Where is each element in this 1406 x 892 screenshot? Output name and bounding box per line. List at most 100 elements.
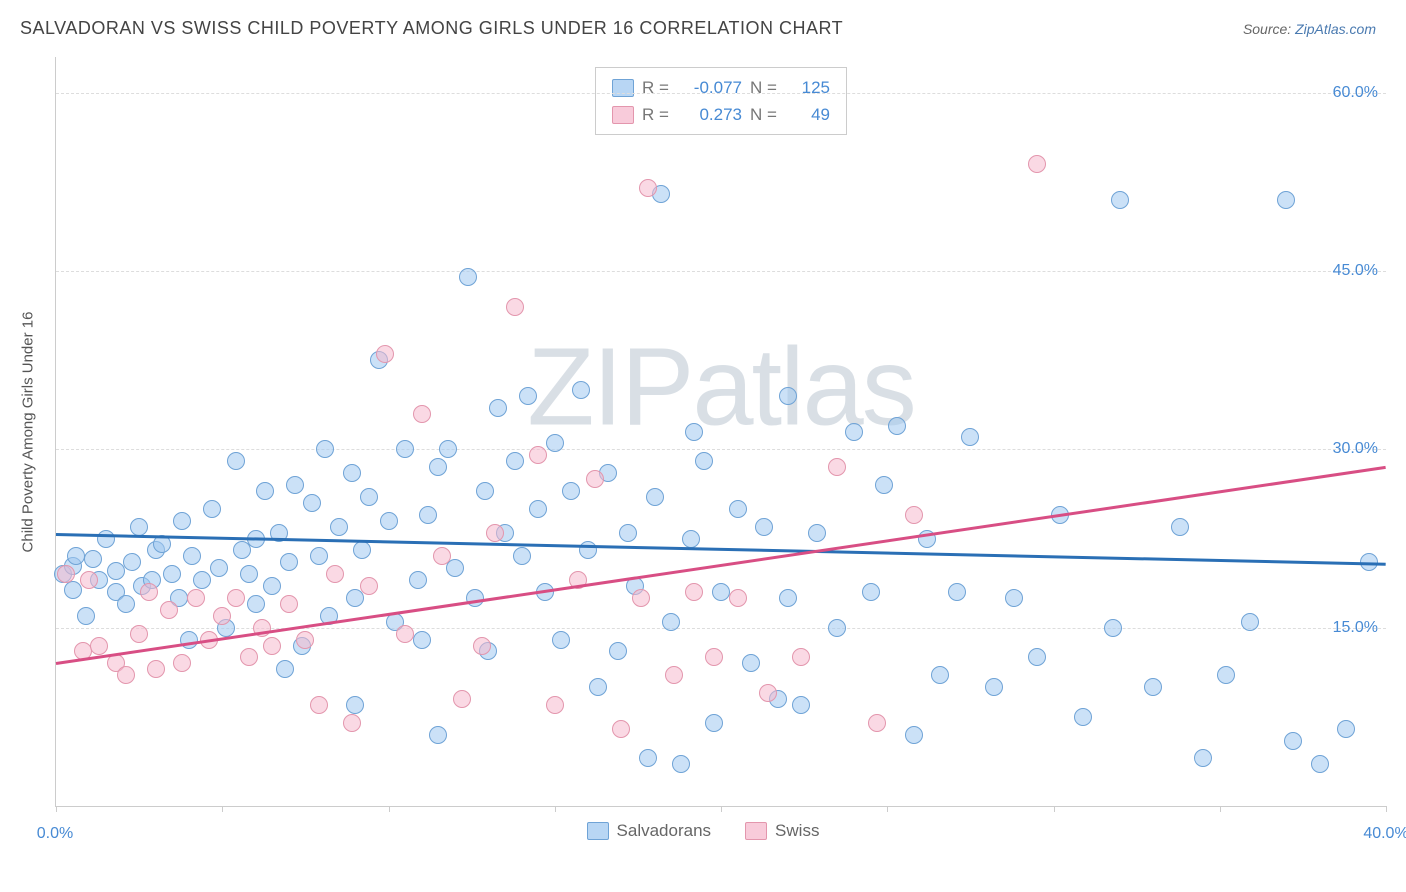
- scatter-point: [466, 589, 484, 607]
- y-tick-label: 15.0%: [1333, 619, 1378, 637]
- trend-line: [56, 466, 1386, 665]
- scatter-point: [632, 589, 650, 607]
- scatter-point: [1074, 708, 1092, 726]
- scatter-point: [247, 595, 265, 613]
- x-tick-mark: [721, 806, 722, 812]
- scatter-point: [64, 581, 82, 599]
- stat-r-label: R =: [642, 101, 672, 128]
- scatter-point: [57, 565, 75, 583]
- scatter-point: [729, 589, 747, 607]
- scatter-point: [193, 571, 211, 589]
- scatter-point: [639, 179, 657, 197]
- scatter-point: [519, 387, 537, 405]
- scatter-point: [1005, 589, 1023, 607]
- scatter-point: [263, 637, 281, 655]
- y-tick-label: 30.0%: [1333, 440, 1378, 458]
- scatter-point: [529, 446, 547, 464]
- scatter-point: [985, 678, 1003, 696]
- scatter-point: [905, 726, 923, 744]
- stats-row: R = -0.077 N = 125: [612, 74, 830, 101]
- x-tick-mark: [389, 806, 390, 812]
- scatter-point: [685, 583, 703, 601]
- scatter-point: [396, 440, 414, 458]
- scatter-point: [612, 720, 630, 738]
- scatter-point: [792, 696, 810, 714]
- scatter-point: [90, 637, 108, 655]
- scatter-point: [473, 637, 491, 655]
- scatter-point: [961, 428, 979, 446]
- scatter-point: [227, 589, 245, 607]
- scatter-point: [609, 642, 627, 660]
- scatter-point: [888, 417, 906, 435]
- source-link[interactable]: ZipAtlas.com: [1295, 21, 1376, 37]
- scatter-point: [589, 678, 607, 696]
- x-tick-mark: [887, 806, 888, 812]
- scatter-point: [280, 595, 298, 613]
- scatter-point: [868, 714, 886, 732]
- scatter-point: [779, 589, 797, 607]
- x-tick-mark: [1386, 806, 1387, 812]
- scatter-point: [360, 577, 378, 595]
- scatter-point: [662, 613, 680, 631]
- legend-item-salvadorans: Salvadorans: [587, 821, 712, 841]
- scatter-point: [296, 631, 314, 649]
- scatter-point: [682, 530, 700, 548]
- stat-n-value-swiss: 49: [788, 101, 830, 128]
- x-tick-mark: [56, 806, 57, 812]
- x-tick-mark: [1054, 806, 1055, 812]
- scatter-point: [326, 565, 344, 583]
- scatter-point: [1171, 518, 1189, 536]
- scatter-point: [875, 476, 893, 494]
- correlation-stats-box: R = -0.077 N = 125 R = 0.273 N = 49: [595, 67, 847, 135]
- scatter-point: [353, 541, 371, 559]
- scatter-point: [429, 458, 447, 476]
- scatter-point: [107, 562, 125, 580]
- legend-label-swiss: Swiss: [775, 821, 819, 841]
- scatter-point: [1144, 678, 1162, 696]
- y-axis-label: Child Poverty Among Girls Under 16: [20, 312, 37, 553]
- scatter-point: [779, 387, 797, 405]
- scatter-point: [213, 607, 231, 625]
- legend-swatch-swiss: [745, 822, 767, 840]
- source-attribution: Source: ZipAtlas.com: [1243, 21, 1376, 37]
- x-tick-mark: [222, 806, 223, 812]
- scatter-point: [80, 571, 98, 589]
- scatter-point: [672, 755, 690, 773]
- scatter-point: [905, 506, 923, 524]
- scatter-point: [862, 583, 880, 601]
- scatter-point: [429, 726, 447, 744]
- scatter-point: [513, 547, 531, 565]
- scatter-point: [203, 500, 221, 518]
- scatter-point: [346, 696, 364, 714]
- scatter-point: [729, 500, 747, 518]
- scatter-point: [330, 518, 348, 536]
- scatter-point: [695, 452, 713, 470]
- scatter-point: [140, 583, 158, 601]
- scatter-point: [240, 648, 258, 666]
- y-tick-label: 60.0%: [1333, 84, 1378, 102]
- scatter-point: [117, 666, 135, 684]
- x-tick-mark: [555, 806, 556, 812]
- scatter-point: [396, 625, 414, 643]
- scatter-point: [828, 619, 846, 637]
- stat-swatch-salvadorans: [612, 79, 634, 97]
- scatter-point: [419, 506, 437, 524]
- scatter-point: [210, 559, 228, 577]
- stat-r-label: R =: [642, 74, 672, 101]
- stat-n-label: N =: [750, 101, 780, 128]
- chart-title: SALVADORAN VS SWISS CHILD POVERTY AMONG …: [20, 18, 843, 39]
- scatter-point: [409, 571, 427, 589]
- scatter-point: [1284, 732, 1302, 750]
- scatter-point: [1241, 613, 1259, 631]
- scatter-point: [489, 399, 507, 417]
- scatter-point: [742, 654, 760, 672]
- scatter-point: [263, 577, 281, 595]
- legend-item-swiss: Swiss: [745, 821, 819, 841]
- scatter-point: [147, 660, 165, 678]
- gridline-h: [56, 449, 1386, 450]
- scatter-point: [546, 434, 564, 452]
- scatter-point: [130, 518, 148, 536]
- series-legend: Salvadorans Swiss: [0, 821, 1406, 841]
- legend-swatch-salvadorans: [587, 822, 609, 840]
- scatter-point: [343, 464, 361, 482]
